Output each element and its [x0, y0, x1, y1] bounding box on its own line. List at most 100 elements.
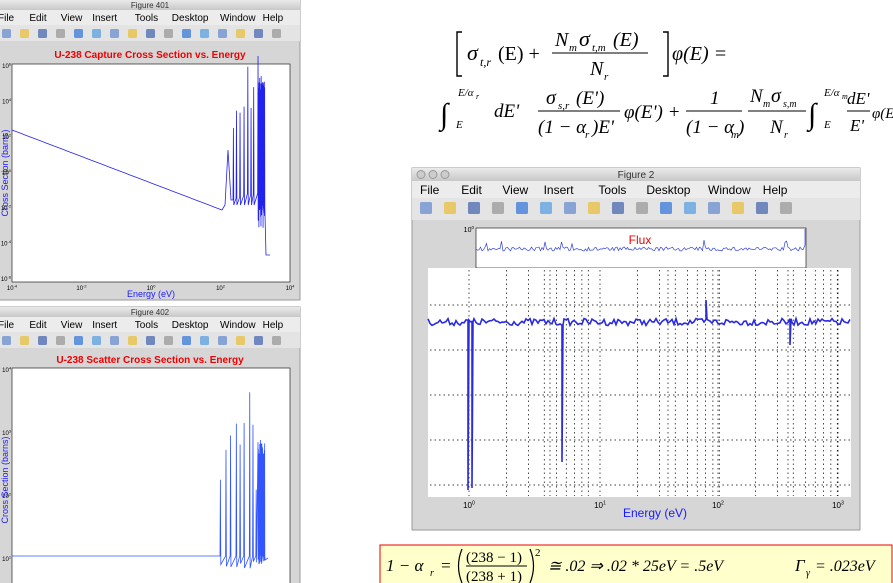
term: (E') [576, 88, 604, 109]
toolbar-button[interactable] [272, 336, 281, 345]
toolbar-button[interactable] [200, 29, 209, 38]
subscript: r [784, 130, 788, 141]
toolbar-button[interactable] [708, 202, 720, 214]
window-button[interactable] [416, 170, 426, 179]
toolbar-button[interactable] [218, 336, 227, 345]
toolbar-button[interactable] [732, 202, 744, 214]
toolbar-button[interactable] [20, 29, 29, 38]
menu-item[interactable]: Desktop [172, 320, 209, 331]
toolbar-button[interactable] [182, 336, 191, 345]
symbol: N [589, 58, 605, 80]
subscript: m [763, 99, 770, 110]
tick-label: 102 [2, 491, 11, 500]
term: dE' [494, 101, 520, 122]
toolbar-button[interactable] [684, 202, 696, 214]
toolbar-button[interactable] [56, 29, 65, 38]
subscript: m [731, 129, 739, 141]
curve [427, 299, 851, 491]
equation-2: ∫ E/α r E dE' σ s,r (E') (1 − α r )E' φ(… [438, 85, 893, 141]
toolbar-button[interactable] [128, 336, 137, 345]
curve [12, 392, 269, 569]
toolbar-button[interactable] [164, 29, 173, 38]
menu-item[interactable]: Edit [29, 13, 46, 24]
tick-base: 10 [2, 64, 9, 70]
toolbar-button[interactable] [38, 29, 47, 38]
tick-base: 10 [2, 368, 9, 374]
toolbar-button[interactable] [146, 29, 155, 38]
menu-item[interactable]: Tools [135, 13, 158, 24]
toolbar-button[interactable] [74, 336, 83, 345]
menu-item[interactable]: Tools [598, 183, 626, 197]
toolbar-button[interactable] [444, 202, 456, 214]
toolbar-button[interactable] [92, 336, 101, 345]
toolbar-button[interactable] [182, 29, 191, 38]
toolbar-button[interactable] [492, 202, 504, 214]
tick-base: 10 [1, 277, 8, 283]
toolbar-button[interactable] [236, 29, 245, 38]
toolbar-button[interactable] [38, 336, 47, 345]
toolbar-button[interactable] [2, 336, 11, 345]
toolbar-button[interactable] [92, 29, 101, 38]
menu-item[interactable]: Insert [92, 320, 117, 331]
toolbar-button[interactable] [128, 29, 137, 38]
tick-exponent: 2 [223, 283, 225, 288]
tick-label: 100 [147, 283, 157, 292]
toolbar-button[interactable] [236, 336, 245, 345]
menu-item[interactable]: View [502, 183, 528, 197]
menu-item[interactable]: File [0, 320, 15, 331]
menu-item[interactable]: View [61, 13, 83, 24]
toolbar-button[interactable] [20, 336, 29, 345]
subscript: t,m [592, 42, 606, 54]
tick-exponent: -2 [83, 283, 86, 288]
toolbar-button[interactable] [2, 29, 11, 38]
menu-item[interactable]: Tools [135, 320, 158, 331]
menu-item[interactable]: Insert [92, 13, 117, 24]
toolbar-button[interactable] [420, 202, 432, 214]
toolbar-button[interactable] [564, 202, 576, 214]
toolbar-button[interactable] [56, 336, 65, 345]
window-button[interactable] [428, 170, 438, 179]
tick-exponent: 0 [9, 168, 12, 173]
menu-item[interactable]: Desktop [646, 183, 690, 197]
title-bar [0, 307, 300, 317]
toolbar-button[interactable] [200, 336, 209, 345]
menu-item[interactable]: Help [763, 183, 788, 197]
toolbar-button[interactable] [756, 202, 768, 214]
menu-item[interactable]: Window [708, 183, 751, 197]
toolbar-button[interactable] [612, 202, 624, 214]
toolbar-button[interactable] [74, 29, 83, 38]
menu-item[interactable]: Insert [544, 183, 575, 197]
toolbar-button[interactable] [218, 29, 227, 38]
menu-bar [0, 317, 300, 332]
menu-item[interactable]: Help [263, 13, 284, 24]
toolbar-button[interactable] [254, 336, 263, 345]
toolbar-button[interactable] [110, 336, 119, 345]
menu-item[interactable]: Edit [29, 320, 46, 331]
menu-item[interactable]: Window [220, 320, 256, 331]
menu-item[interactable]: View [61, 320, 83, 331]
menu-item[interactable]: Window [220, 13, 256, 24]
toolbar-button[interactable] [254, 29, 263, 38]
toolbar-button[interactable] [588, 202, 600, 214]
menu-item[interactable]: File [420, 183, 440, 197]
toolbar-button[interactable] [146, 336, 155, 345]
menu-item[interactable]: Help [263, 320, 284, 331]
window-title: Figure 2 [618, 170, 655, 181]
toolbar-button[interactable] [636, 202, 648, 214]
tick-base: 10 [2, 494, 9, 500]
toolbar-button[interactable] [660, 202, 672, 214]
toolbar-button[interactable] [164, 336, 173, 345]
tick-exponent: 2 [721, 500, 724, 506]
toolbar-button[interactable] [780, 202, 792, 214]
toolbar-button[interactable] [272, 29, 281, 38]
axes [11, 367, 291, 583]
menu-item[interactable]: File [0, 13, 15, 24]
toolbar-button[interactable] [540, 202, 552, 214]
toolbar-button[interactable] [516, 202, 528, 214]
menu-item[interactable]: Edit [461, 183, 482, 197]
toolbar-button[interactable] [110, 29, 119, 38]
menu-item[interactable]: Desktop [172, 13, 209, 24]
toolbar-button[interactable] [468, 202, 480, 214]
symbol: N [554, 29, 570, 51]
window-button[interactable] [440, 170, 450, 179]
